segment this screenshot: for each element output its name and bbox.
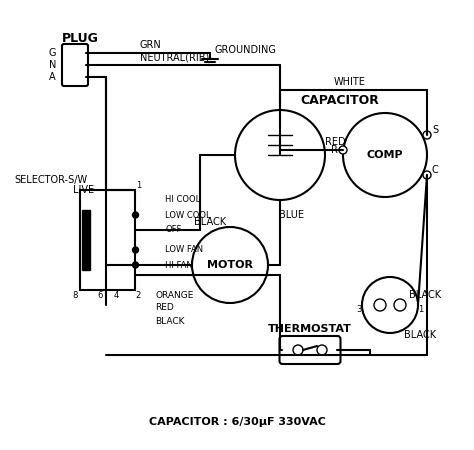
Text: LOW FAN: LOW FAN — [165, 246, 204, 255]
Text: CAPACITOR : 6/30μF 330VAC: CAPACITOR : 6/30μF 330VAC — [148, 417, 326, 427]
Text: 1: 1 — [418, 306, 423, 315]
Text: HI COOL: HI COOL — [165, 195, 201, 204]
Text: GROUNDING: GROUNDING — [214, 45, 276, 55]
Bar — [82, 210, 91, 270]
Circle shape — [293, 345, 303, 355]
Text: GRN: GRN — [139, 40, 161, 50]
Text: 2: 2 — [136, 291, 141, 300]
Text: MOTOR: MOTOR — [207, 260, 253, 270]
Text: LOW COOL: LOW COOL — [165, 211, 211, 220]
Text: LIVE: LIVE — [73, 185, 94, 195]
Text: RED: RED — [155, 303, 174, 312]
Circle shape — [192, 227, 268, 303]
Text: S: S — [432, 125, 438, 135]
Text: BLACK: BLACK — [409, 290, 441, 300]
Text: 3: 3 — [356, 306, 362, 315]
Bar — [81, 190, 136, 290]
Circle shape — [374, 299, 386, 311]
Text: HI FAN: HI FAN — [165, 261, 193, 270]
Text: 6: 6 — [97, 291, 103, 300]
Text: BLACK: BLACK — [194, 217, 226, 227]
FancyBboxPatch shape — [280, 336, 340, 364]
Circle shape — [133, 247, 138, 253]
Text: G: G — [48, 48, 56, 58]
Circle shape — [423, 171, 431, 179]
Text: NEUTRAL(RIB): NEUTRAL(RIB) — [140, 52, 210, 62]
Text: RED: RED — [325, 137, 346, 147]
Circle shape — [317, 345, 327, 355]
Text: SELECTOR-S/W: SELECTOR-S/W — [14, 175, 87, 185]
Text: 4: 4 — [113, 291, 118, 300]
Circle shape — [133, 212, 138, 218]
Text: BLACK: BLACK — [155, 316, 185, 325]
FancyBboxPatch shape — [62, 44, 88, 86]
Text: CAPACITOR: CAPACITOR — [301, 94, 380, 107]
Text: R: R — [331, 145, 338, 155]
Circle shape — [343, 113, 427, 197]
Circle shape — [133, 262, 138, 268]
Text: 8: 8 — [72, 291, 78, 300]
Circle shape — [362, 277, 418, 333]
Circle shape — [235, 110, 325, 200]
Text: N: N — [49, 60, 56, 70]
Text: 1: 1 — [136, 180, 141, 189]
Text: WHITE: WHITE — [334, 77, 366, 87]
Text: BLACK: BLACK — [404, 330, 436, 340]
Circle shape — [423, 131, 431, 139]
Text: A: A — [49, 72, 56, 82]
Text: OFF: OFF — [165, 225, 182, 234]
Circle shape — [339, 146, 347, 154]
Text: ORANGE: ORANGE — [155, 291, 194, 300]
Circle shape — [394, 299, 406, 311]
Text: COMP: COMP — [367, 150, 403, 160]
Text: C: C — [432, 165, 438, 175]
Text: PLUG: PLUG — [62, 32, 99, 45]
Text: BLUE: BLUE — [280, 210, 304, 220]
Text: THERMOSTAT: THERMOSTAT — [268, 324, 352, 334]
